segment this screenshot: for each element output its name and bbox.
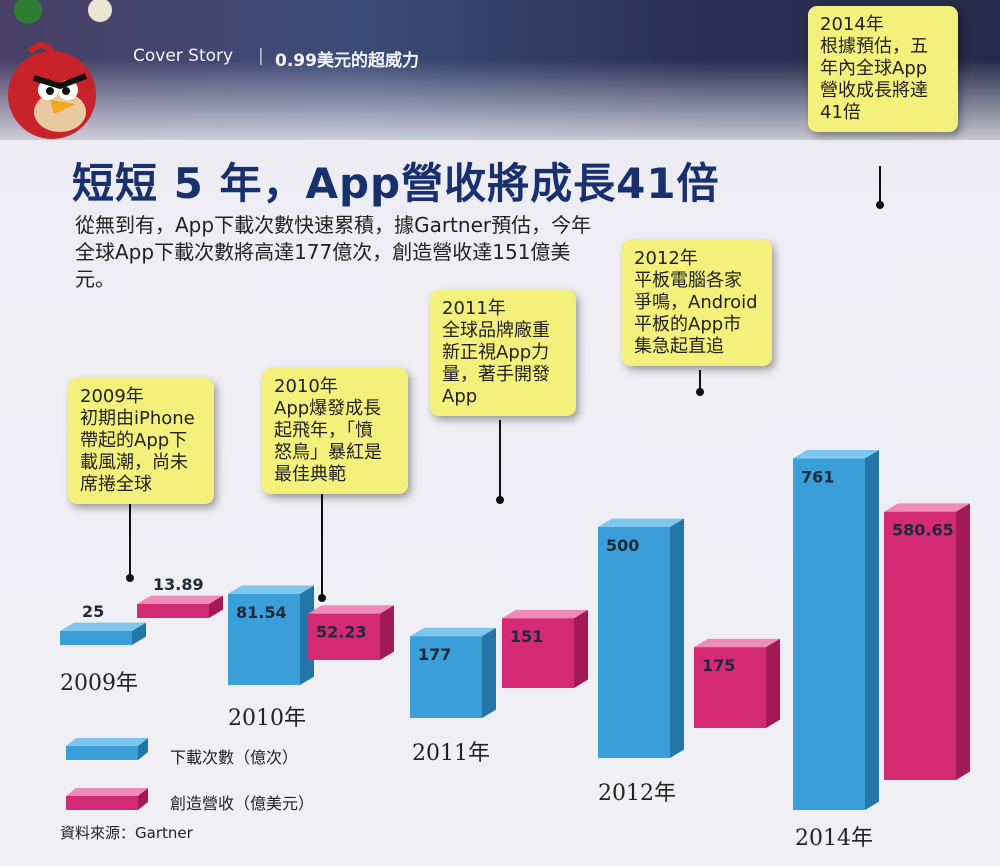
- legend-swatches: [66, 738, 148, 810]
- callout-year: 2010年: [274, 376, 338, 397]
- value-label-revenue-1: 52.23: [316, 623, 367, 642]
- leader-dot-3: [696, 388, 704, 396]
- value-label-downloads-2: 177: [418, 645, 451, 664]
- category-label-4: 2014年: [795, 826, 873, 851]
- callout-text: App爆發成長 起飛年，「憤 怒鳥」暴紅是 最佳典範: [274, 398, 382, 485]
- leader-dot-1: [318, 594, 326, 602]
- callout-0: 2009年 初期由iPhone 帶起的App下 載風潮，尚未 席捲全球: [68, 378, 214, 504]
- callout-1: 2010年 App爆發成長 起飛年，「憤 怒鳥」暴紅是 最佳典範: [262, 368, 408, 494]
- callout-year: 2012年: [634, 248, 698, 269]
- intro-paragraph: 從無到有，App下載次數快速累積，據Gartner預估，今年全球App下載次數將…: [75, 213, 592, 291]
- value-label-revenue-4: 580.65: [892, 521, 954, 540]
- value-label-downloads-1: 81.54: [236, 603, 287, 622]
- value-label-downloads-4: 761: [801, 467, 834, 486]
- leader-dot-4: [876, 201, 884, 209]
- bar-downloads-0: [60, 622, 146, 645]
- value-label-revenue-2: 151: [510, 627, 543, 646]
- legend-swatch-revenue: [66, 788, 148, 810]
- bar-downloads-4: [793, 450, 879, 810]
- callout-text: 平板電腦各家 爭鳴，Android 平板的App市 集急起直追: [634, 270, 758, 357]
- callout-2: 2011年 全球品牌廠重 新正視App力 量，著手開發 App: [430, 290, 576, 416]
- section-label: Cover Story: [133, 46, 234, 66]
- callout-leaders: [126, 166, 884, 602]
- category-labels: 2009年 2010年 2011年 2012年 2014年: [60, 671, 873, 851]
- value-labels: 25 13.89 81.54 52.23 177 151 500 175 761 580.65: [82, 467, 954, 675]
- bar-revenue-1: [308, 605, 394, 660]
- page-title: 短短 5 年，App營收將成長41倍: [72, 159, 720, 208]
- value-label-downloads-0: 25: [82, 602, 104, 621]
- bar-revenue-0: [137, 595, 223, 618]
- value-label-downloads-3: 500: [606, 536, 639, 555]
- header-divider: |: [258, 46, 264, 66]
- bar-revenue-2: [502, 609, 588, 688]
- callout-text: 全球品牌廠重 新正視App力 量，著手開發 App: [442, 320, 550, 407]
- callout-year: 2009年: [80, 386, 144, 407]
- angry-bird-illustration: [8, 0, 112, 139]
- bar-revenue-3: [694, 638, 780, 728]
- bar-downloads-3: [598, 518, 684, 758]
- value-label-revenue-3: 175: [702, 656, 735, 675]
- leader-dot-2: [496, 496, 504, 504]
- bar-downloads-1: [228, 585, 314, 685]
- source-note: 資料來源：Gartner: [60, 824, 193, 842]
- category-label-1: 2010年: [228, 706, 306, 731]
- callout-year: 2014年: [820, 14, 884, 35]
- category-label-3: 2012年: [598, 781, 676, 806]
- callout-4: 2014年 根據預估，五 年內全球App 營收成長將達 41倍: [808, 6, 958, 132]
- legend-label-revenue: 創造營收（億美元）: [170, 794, 315, 813]
- header-headline: 0.99美元的超威力: [275, 51, 419, 71]
- callout-text: 根據預估，五 年內全球App 營收成長將達 41倍: [820, 36, 928, 123]
- legend-swatch-downloads: [66, 738, 148, 760]
- bar-revenue-4: [884, 503, 970, 780]
- leader-dot-0: [126, 574, 134, 582]
- bar-group: [60, 450, 970, 810]
- value-label-revenue-0: 13.89: [153, 575, 204, 594]
- bar-downloads-2: [410, 627, 496, 718]
- category-label-0: 2009年: [60, 671, 138, 696]
- callout-3: 2012年 平板電腦各家 爭鳴，Android 平板的App市 集急起直追: [622, 240, 772, 366]
- callout-text: 初期由iPhone 帶起的App下 載風潮，尚未 席捲全球: [80, 408, 195, 495]
- category-label-2: 2011年: [412, 741, 490, 766]
- legend-label-downloads: 下載次數（億次）: [170, 748, 299, 767]
- callout-year: 2011年: [442, 298, 506, 319]
